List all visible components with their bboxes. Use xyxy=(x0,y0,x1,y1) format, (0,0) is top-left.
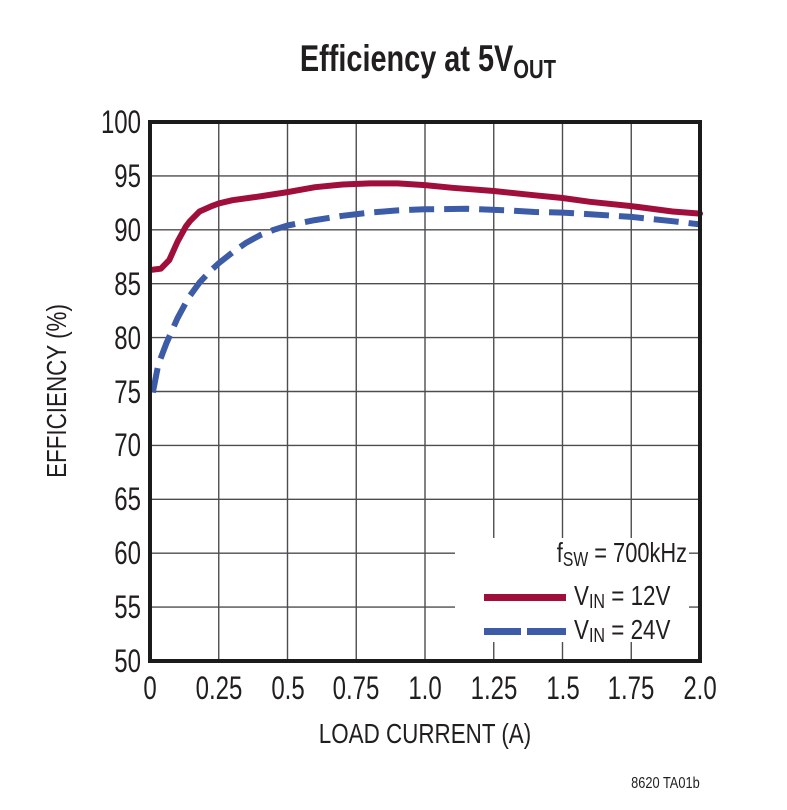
y-tick-label: 85 xyxy=(114,265,141,302)
y-tick-label: 55 xyxy=(114,589,141,626)
y-tick-label: 60 xyxy=(114,535,141,572)
legend-item-vin-24v: VIN = 24V xyxy=(484,613,695,648)
series-line-0 xyxy=(149,180,703,273)
y-tick-label: 80 xyxy=(114,319,141,356)
x-tick-label: 0 xyxy=(143,670,157,706)
legend-label-vin-12v: VIN = 12V xyxy=(574,579,671,614)
figure-id: 8620 TA01b xyxy=(631,775,700,792)
x-tick-label: 1.75 xyxy=(607,670,655,706)
legend-swatch-red-solid xyxy=(484,593,566,601)
y-tick-label: 75 xyxy=(114,373,141,410)
x-tick-label: 0.5 xyxy=(270,670,305,706)
x-tick-label: 1.5 xyxy=(545,670,580,706)
y-tick-label: 95 xyxy=(114,157,141,194)
x-tick-label: 0.25 xyxy=(195,670,243,706)
legend: fSW = 700kHz VIN = 12V VIN = 24V xyxy=(455,537,689,647)
x-axis-title: LOAD CURRENT (A) xyxy=(318,718,532,749)
plot-border xyxy=(148,120,702,663)
y-tick-label: 70 xyxy=(114,427,141,464)
fsw-symbol: f xyxy=(556,537,563,568)
y-tick-label: 50 xyxy=(114,643,141,679)
legend-item-vin-12v: VIN = 12V xyxy=(484,579,695,614)
legend-swatch-blue-dashed xyxy=(484,627,566,635)
x-tick-label: 0.75 xyxy=(332,670,380,706)
y-tick-label: 100 xyxy=(100,104,141,140)
fsw-subscript: SW xyxy=(562,548,589,571)
chart-title-subscript: OUT xyxy=(513,54,557,84)
annotation-fsw: fSW = 700kHz xyxy=(556,537,687,571)
legend-label-vin-24v: VIN = 24V xyxy=(574,613,671,648)
x-tick-label: 1.25 xyxy=(470,670,518,706)
x-tick-label: 1.0 xyxy=(408,670,442,706)
y-tick-label: 90 xyxy=(114,211,141,248)
x-tick-label: 2.0 xyxy=(683,670,717,706)
fsw-value: = 700kHz xyxy=(588,537,687,568)
series-line-1 xyxy=(149,205,701,394)
chart-title-main: Efficiency at 5V xyxy=(299,38,514,79)
chart-title: Efficiency at 5VOUT xyxy=(147,38,709,84)
y-tick-label: 65 xyxy=(114,481,141,518)
